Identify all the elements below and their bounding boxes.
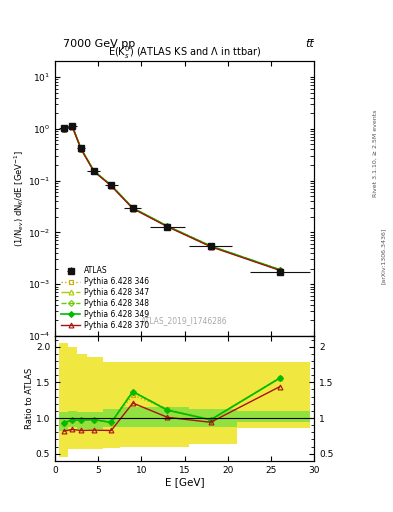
Pythia 6.428 347 <box>208 243 213 249</box>
Text: 7000 GeV pp: 7000 GeV pp <box>63 38 135 49</box>
Pythia 6.428 348 <box>277 267 282 273</box>
Pythia 6.428 349 <box>109 182 114 188</box>
Pythia 6.428 347 <box>165 223 170 229</box>
Pythia 6.428 347 <box>277 267 282 273</box>
Pythia 6.428 348 <box>130 205 135 211</box>
Pythia 6.428 370 <box>70 123 75 130</box>
Pythia 6.428 370 <box>208 244 213 250</box>
Line: Pythia 6.428 348: Pythia 6.428 348 <box>62 124 282 272</box>
Pythia 6.428 370 <box>61 126 66 132</box>
Pythia 6.428 347 <box>70 123 75 130</box>
Pythia 6.428 348 <box>165 223 170 229</box>
Legend: ATLAS, Pythia 6.428 346, Pythia 6.428 347, Pythia 6.428 348, Pythia 6.428 349, P: ATLAS, Pythia 6.428 346, Pythia 6.428 34… <box>59 264 151 332</box>
Pythia 6.428 370 <box>79 146 83 152</box>
Pythia 6.428 347 <box>109 182 114 188</box>
Pythia 6.428 347 <box>79 145 83 152</box>
Pythia 6.428 348 <box>79 145 83 152</box>
Pythia 6.428 346 <box>208 243 213 249</box>
Pythia 6.428 349 <box>70 123 75 130</box>
Pythia 6.428 348 <box>109 182 114 188</box>
Pythia 6.428 346 <box>79 145 83 152</box>
Pythia 6.428 370 <box>130 205 135 211</box>
Line: Pythia 6.428 346: Pythia 6.428 346 <box>61 124 282 272</box>
Pythia 6.428 348 <box>208 243 213 249</box>
Pythia 6.428 349 <box>277 267 282 273</box>
Pythia 6.428 347 <box>130 205 135 211</box>
Pythia 6.428 346 <box>70 123 75 130</box>
Text: tt̅: tt̅ <box>306 38 314 49</box>
Pythia 6.428 348 <box>70 123 75 130</box>
Pythia 6.428 346 <box>109 182 114 188</box>
Pythia 6.428 349 <box>61 126 66 132</box>
Pythia 6.428 370 <box>109 183 114 189</box>
Line: Pythia 6.428 370: Pythia 6.428 370 <box>61 124 282 273</box>
Y-axis label: (1/N$_{ev}$) dN$_K$/dE [GeV$^{-1}$]: (1/N$_{ev}$) dN$_K$/dE [GeV$^{-1}$] <box>13 150 26 247</box>
Pythia 6.428 349 <box>92 168 96 174</box>
Pythia 6.428 346 <box>165 223 170 229</box>
Pythia 6.428 349 <box>208 243 213 249</box>
Pythia 6.428 348 <box>92 168 96 174</box>
Y-axis label: Ratio to ATLAS: Ratio to ATLAS <box>26 368 35 429</box>
Text: [arXiv:1306.3436]: [arXiv:1306.3436] <box>381 228 386 284</box>
Line: Pythia 6.428 347: Pythia 6.428 347 <box>61 124 282 272</box>
Pythia 6.428 370 <box>165 224 170 230</box>
Pythia 6.428 349 <box>79 145 83 152</box>
Pythia 6.428 348 <box>61 126 66 132</box>
Pythia 6.428 349 <box>130 205 135 211</box>
Pythia 6.428 370 <box>277 267 282 273</box>
X-axis label: E [GeV]: E [GeV] <box>165 477 204 487</box>
Text: Rivet 3.1.10, ≥ 2.5M events: Rivet 3.1.10, ≥ 2.5M events <box>373 110 378 197</box>
Line: Pythia 6.428 349: Pythia 6.428 349 <box>62 124 282 272</box>
Pythia 6.428 346 <box>130 205 135 211</box>
Pythia 6.428 346 <box>277 267 282 273</box>
Pythia 6.428 346 <box>61 126 66 132</box>
Pythia 6.428 347 <box>92 168 96 174</box>
Pythia 6.428 347 <box>61 126 66 132</box>
Title: E(K$_s^0$) (ATLAS KS and Λ in ttbar): E(K$_s^0$) (ATLAS KS and Λ in ttbar) <box>108 45 261 61</box>
Pythia 6.428 346 <box>92 168 96 174</box>
Pythia 6.428 370 <box>92 168 96 175</box>
Pythia 6.428 349 <box>165 223 170 229</box>
Text: ATLAS_2019_I1746286: ATLAS_2019_I1746286 <box>141 316 228 325</box>
